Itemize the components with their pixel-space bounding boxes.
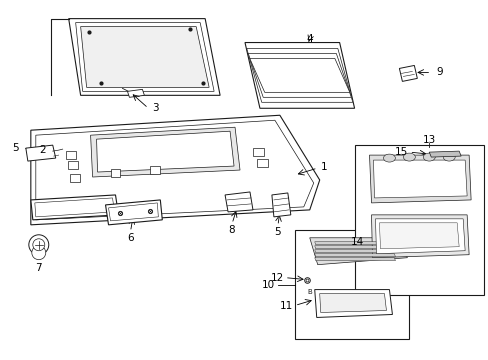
Circle shape [29, 235, 49, 255]
Polygon shape [31, 115, 319, 225]
Text: 3: 3 [152, 103, 159, 113]
Bar [256, 159, 267, 167]
Text: B: B [307, 289, 311, 294]
Polygon shape [26, 145, 56, 161]
Text: 6: 6 [127, 233, 134, 243]
Polygon shape [246, 49, 352, 102]
Polygon shape [294, 230, 408, 339]
Polygon shape [35, 198, 114, 217]
Polygon shape [314, 254, 395, 257]
Polygon shape [31, 195, 118, 220]
Polygon shape [36, 120, 313, 220]
Polygon shape [428, 151, 460, 157]
Polygon shape [248, 54, 350, 97]
Text: 5: 5 [274, 227, 281, 237]
Bar [65, 151, 76, 159]
Bar [110, 169, 120, 177]
Text: 4: 4 [306, 33, 312, 44]
Text: 10: 10 [261, 280, 274, 289]
Bar [67, 161, 78, 169]
Text: 7: 7 [36, 263, 42, 273]
Polygon shape [373, 160, 466, 198]
Polygon shape [309, 238, 407, 265]
Bar [150, 166, 160, 174]
Polygon shape [96, 131, 234, 172]
Polygon shape [76, 23, 214, 91]
Polygon shape [127, 89, 144, 97]
Polygon shape [108, 203, 158, 221]
Polygon shape [224, 192, 252, 212]
Polygon shape [105, 200, 162, 225]
Text: 11: 11 [280, 301, 293, 311]
Polygon shape [371, 215, 468, 258]
Polygon shape [399, 66, 416, 81]
Text: 8: 8 [228, 225, 235, 235]
Polygon shape [319, 293, 386, 312]
Ellipse shape [442, 153, 454, 161]
Polygon shape [90, 127, 240, 177]
Polygon shape [354, 145, 483, 294]
Polygon shape [379, 223, 458, 249]
Text: 13: 13 [422, 135, 435, 145]
Circle shape [32, 246, 46, 260]
Bar [69, 174, 80, 182]
Polygon shape [375, 219, 464, 254]
Text: 15: 15 [394, 147, 407, 157]
Ellipse shape [423, 153, 434, 161]
Text: 14: 14 [350, 237, 364, 247]
Text: 1: 1 [320, 162, 326, 172]
Bar [252, 148, 264, 156]
Polygon shape [244, 42, 354, 108]
Polygon shape [271, 193, 290, 217]
Polygon shape [314, 258, 395, 261]
Polygon shape [249, 58, 349, 92]
Polygon shape [314, 246, 395, 249]
Polygon shape [369, 155, 470, 203]
Polygon shape [81, 27, 209, 87]
Circle shape [33, 239, 45, 251]
Text: 12: 12 [271, 273, 284, 283]
Polygon shape [68, 19, 220, 95]
Text: 5: 5 [13, 143, 19, 153]
Ellipse shape [403, 153, 414, 161]
Polygon shape [314, 250, 395, 253]
Text: 2: 2 [40, 145, 46, 155]
Ellipse shape [383, 154, 395, 162]
Polygon shape [314, 242, 395, 245]
Polygon shape [314, 289, 392, 318]
Text: 9: 9 [435, 67, 442, 77]
